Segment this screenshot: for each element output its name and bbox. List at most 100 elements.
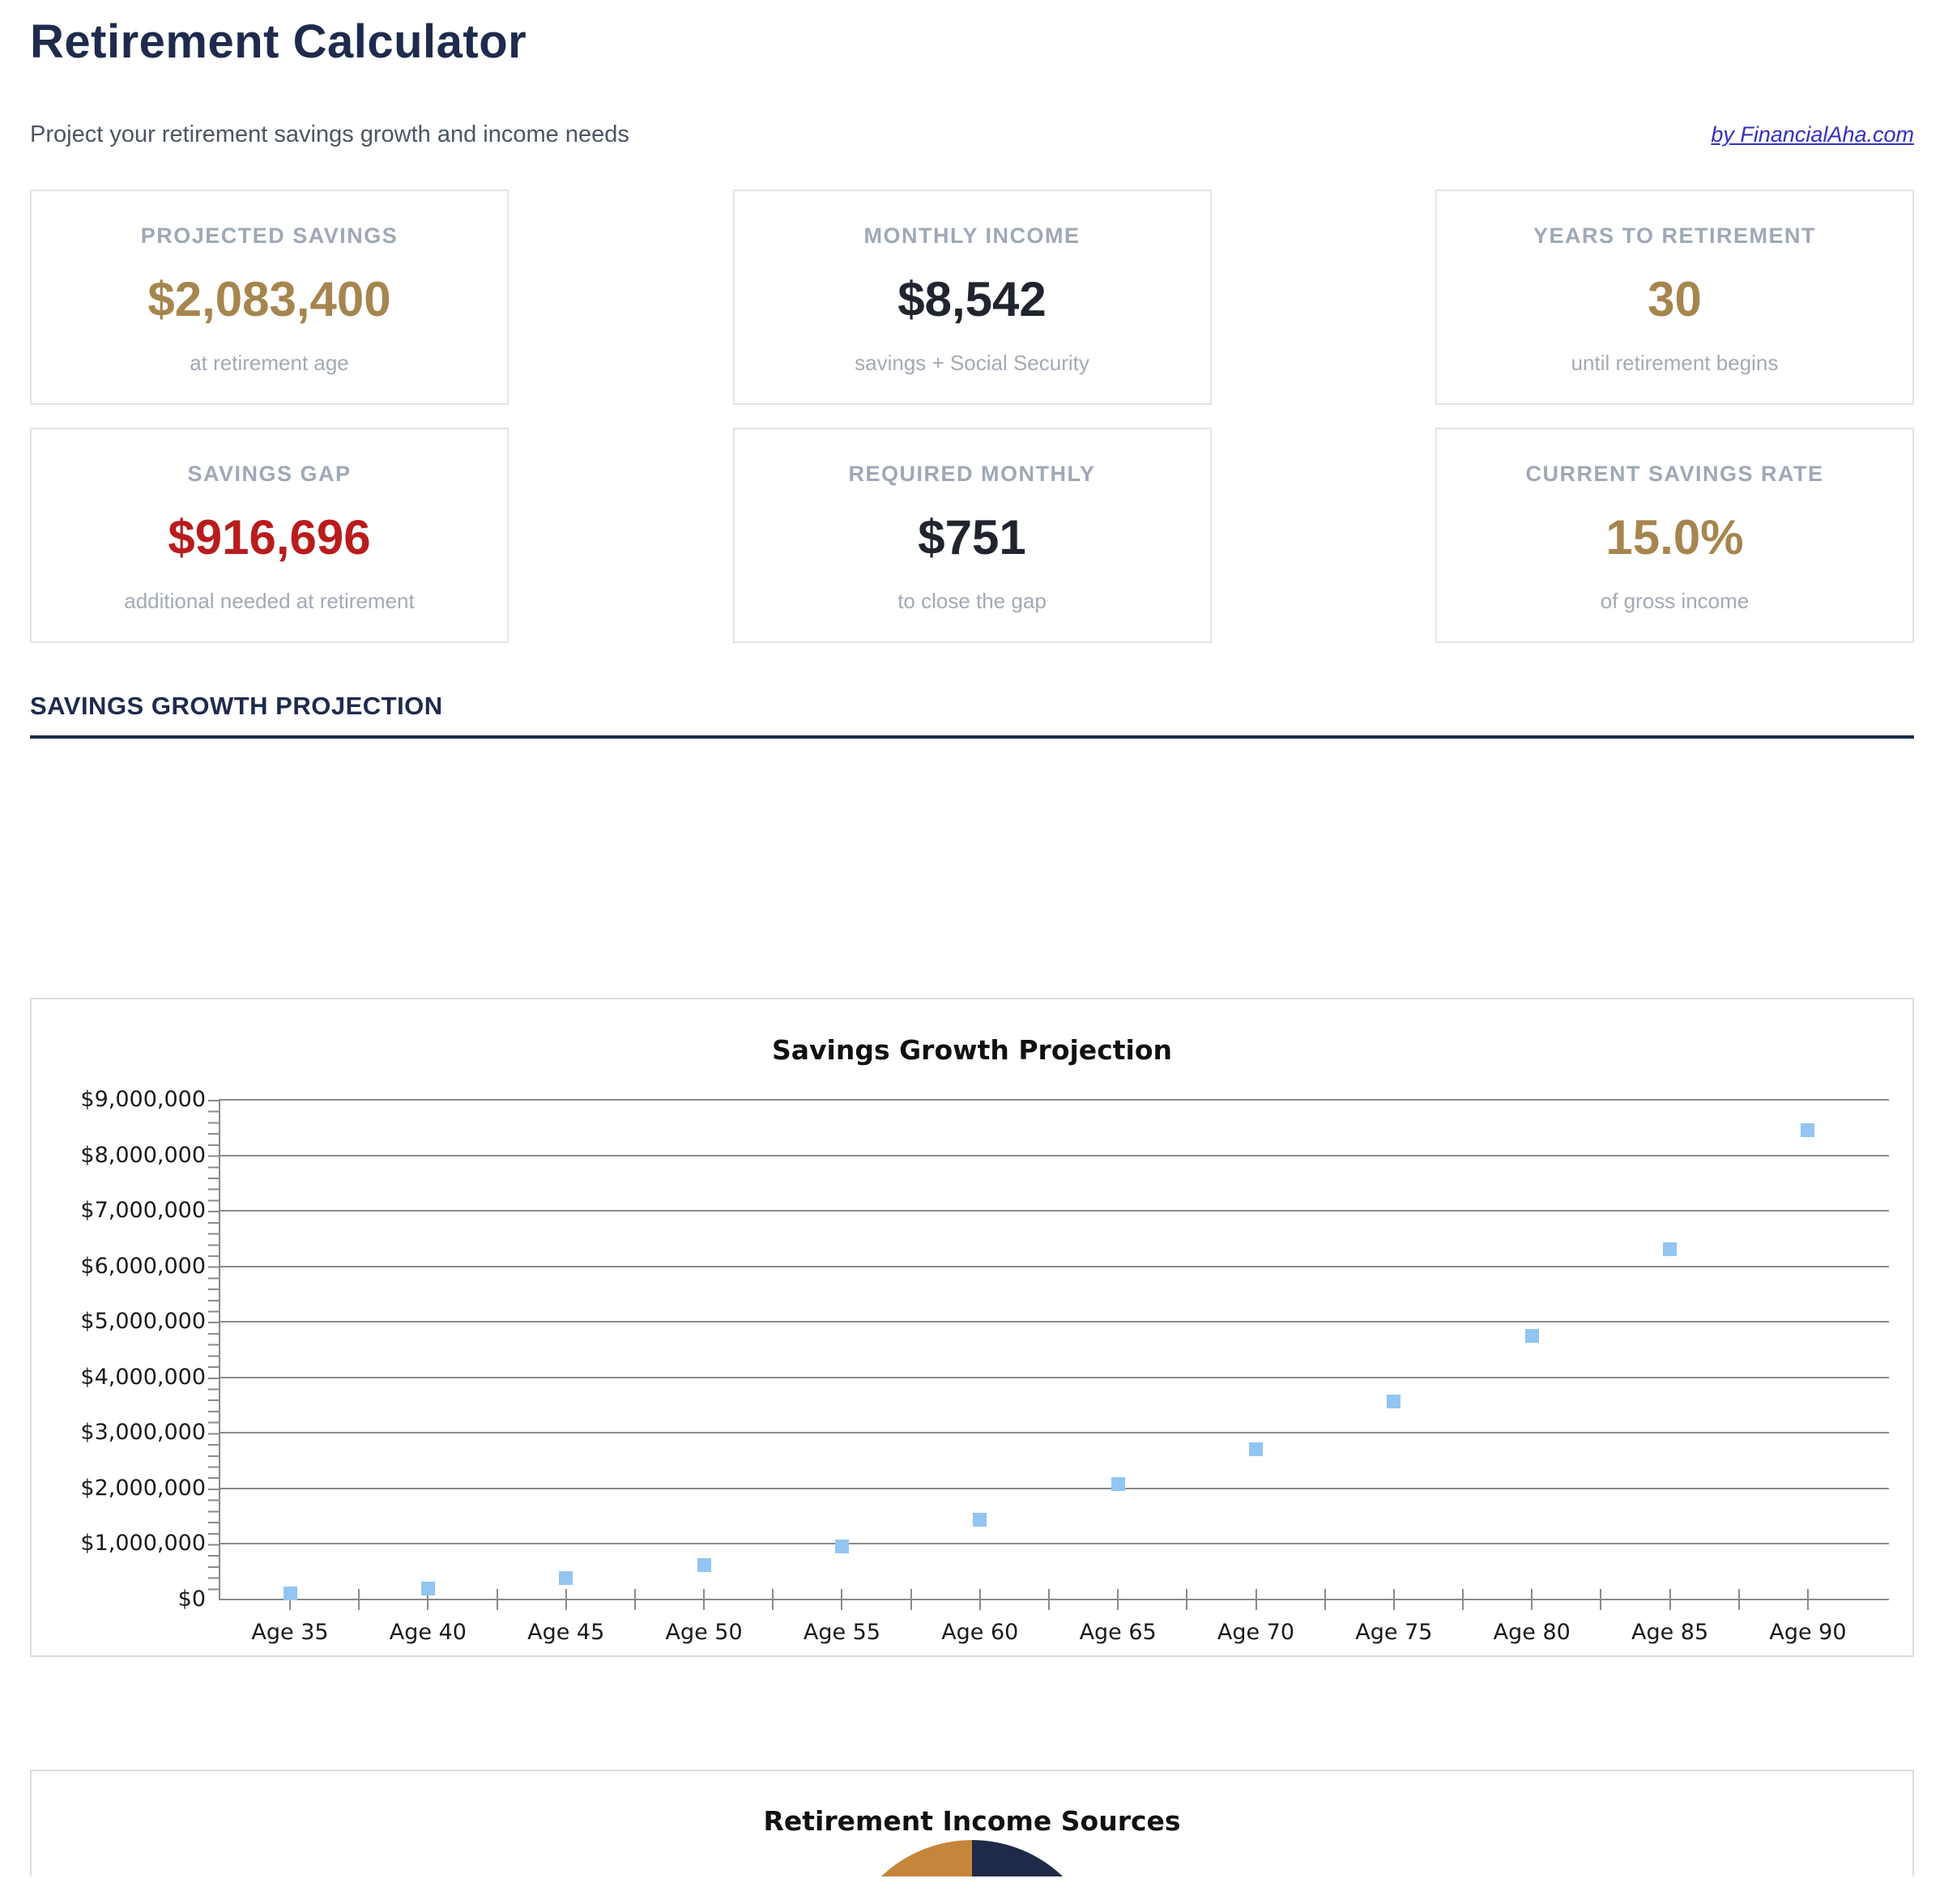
savings-growth-chart: Savings Growth Projection $0 $1,000,000 $2…	[30, 998, 1914, 1657]
section-divider	[30, 735, 1914, 739]
x-tick-label: Age 40	[389, 1620, 467, 1645]
stat-label: CURRENT SAVINGS RATE	[1525, 462, 1824, 486]
h-gridline	[219, 1154, 1889, 1156]
x-tick-label: Age 75	[1355, 1620, 1433, 1645]
scatter-point-age-45	[559, 1570, 573, 1585]
x-tick-label: Age 90	[1769, 1620, 1847, 1645]
x-axis-tick	[978, 1589, 981, 1610]
retirement-calculator-page: { "header": { "title": "Retirement Calcu…	[0, 13, 1944, 1904]
stat-value: $2,083,400	[147, 272, 391, 326]
section-header-savings-growth: SAVINGS GROWTH PROJECTION	[30, 692, 443, 720]
stat-value: 30	[1648, 272, 1702, 326]
x-tick-label: Age 50	[665, 1620, 743, 1645]
chart-title: Savings Growth Projection	[771, 1034, 1173, 1066]
x-axis-tick	[1392, 1589, 1395, 1610]
page-header: Retirement Calculator Project your retir…	[30, 13, 1914, 149]
stat-caption: to close the gap	[897, 589, 1047, 613]
y-tick-label: $2,000,000	[80, 1475, 206, 1501]
stat-label: YEARS TO RETIREMENT	[1533, 224, 1817, 248]
stat-caption: until retirement begins	[1571, 351, 1779, 375]
stat-card-years-to-retirement: YEARS TO RETIREMENT 30 until retirement …	[1435, 190, 1914, 405]
stat-label: SAVINGS GAP	[187, 462, 352, 486]
x-axis-tick	[1117, 1589, 1119, 1610]
h-gridline	[219, 1265, 1889, 1267]
stat-value: $8,542	[897, 272, 1047, 326]
stat-label: MONTHLY INCOME	[863, 224, 1081, 248]
y-tick-label: $6,000,000	[80, 1253, 206, 1279]
x-axis-tick	[772, 1589, 774, 1610]
scatter-point-age-65	[1111, 1476, 1125, 1491]
x-axis-tick	[358, 1589, 360, 1610]
y-tick-label: $1,000,000	[80, 1531, 206, 1557]
stat-card-projected-savings: PROJECTED SAVINGS $2,083,400 at retireme…	[30, 190, 509, 405]
scatter-point-age-80	[1524, 1328, 1539, 1343]
stats-grid: PROJECTED SAVINGS $2,083,400 at retireme…	[30, 190, 1914, 643]
x-tick-label: Age 55	[803, 1620, 881, 1645]
stat-value: $751	[918, 510, 1026, 564]
x-axis-tick	[1531, 1589, 1533, 1610]
x-tick-label: Age 70	[1217, 1620, 1295, 1645]
scatter-point-age-70	[1249, 1442, 1264, 1456]
y-tick-label: $5,000,000	[80, 1309, 206, 1335]
stat-label: PROJECTED SAVINGS	[140, 224, 399, 248]
x-axis-tick	[1462, 1589, 1464, 1610]
x-axis-tick	[1047, 1589, 1050, 1610]
x-axis-tick	[1806, 1589, 1809, 1610]
pie-chart-title: Retirement Income Sources	[763, 1805, 1181, 1837]
page-title: Retirement Calculator	[30, 15, 527, 68]
stat-caption: savings + Social Security	[855, 351, 1089, 375]
h-gridline	[219, 1210, 1889, 1212]
x-tick-label: Age 35	[251, 1620, 329, 1645]
stat-card-monthly-income: MONTHLY INCOME $8,542 savings + Social S…	[732, 190, 1212, 405]
h-gridline	[219, 1432, 1889, 1434]
h-gridline	[219, 1099, 1889, 1101]
y-tick-label: $7,000,000	[80, 1198, 206, 1224]
y-minor-ticks	[208, 1100, 219, 1599]
x-axis-tick	[1737, 1589, 1740, 1610]
h-gridline	[219, 1543, 1889, 1545]
scatter-point-age-35	[283, 1586, 297, 1600]
stat-value: 15.0%	[1605, 510, 1744, 564]
x-axis-tick	[565, 1589, 567, 1610]
x-axis-line	[219, 1599, 1889, 1600]
stat-card-current-savings-rate: CURRENT SAVINGS RATE 15.0% of gross inco…	[1435, 428, 1914, 643]
y-tick-label: $8,000,000	[80, 1142, 206, 1168]
x-axis-tick	[1600, 1589, 1602, 1610]
pie-chart	[841, 1840, 1103, 1876]
scatter-point-age-55	[834, 1540, 849, 1554]
y-tick-label: $3,000,000	[80, 1420, 206, 1446]
stat-value: $916,696	[168, 510, 371, 564]
scatter-point-age-50	[697, 1557, 711, 1572]
stat-caption: additional needed at retirement	[124, 589, 415, 613]
x-axis-tick	[910, 1589, 912, 1610]
x-axis-tick	[1324, 1589, 1326, 1610]
scatter-point-age-40	[420, 1582, 435, 1596]
x-axis-tick	[1186, 1589, 1188, 1610]
x-axis-tick	[496, 1589, 498, 1610]
x-axis-tick	[703, 1589, 706, 1610]
y-tick-label: $9,000,000	[80, 1087, 206, 1112]
x-axis-tick	[1255, 1589, 1257, 1610]
x-tick-label: Age 60	[941, 1620, 1019, 1645]
brand-link[interactable]: by FinancialAha.com	[1711, 122, 1914, 147]
income-sources-chart: Retirement Income Sources	[30, 1770, 1914, 1876]
stat-label: REQUIRED MONTHLY	[848, 462, 1096, 486]
y-tick-label: $4,000,000	[80, 1364, 206, 1390]
stat-card-required-monthly: REQUIRED MONTHLY $751 to close the gap	[732, 428, 1212, 643]
scatter-point-age-75	[1387, 1394, 1401, 1408]
scatter-point-age-90	[1801, 1122, 1815, 1137]
page-subtitle: Project your retirement savings growth a…	[30, 121, 629, 147]
x-tick-label: Age 65	[1079, 1620, 1157, 1645]
y-tick-label: $0	[177, 1587, 206, 1612]
h-gridline	[219, 1321, 1889, 1323]
scatter-point-age-85	[1663, 1242, 1678, 1256]
y-axis-spine	[219, 1100, 220, 1599]
x-axis-tick	[427, 1589, 429, 1610]
scatter-point-age-60	[973, 1513, 987, 1527]
x-axis-tick	[841, 1589, 843, 1610]
x-axis-tick	[1669, 1589, 1671, 1610]
stat-caption: at retirement age	[190, 351, 349, 375]
subtitle-row: Project your retirement savings growth a…	[30, 120, 1914, 149]
h-gridline	[219, 1487, 1889, 1489]
stat-caption: of gross income	[1600, 589, 1750, 613]
